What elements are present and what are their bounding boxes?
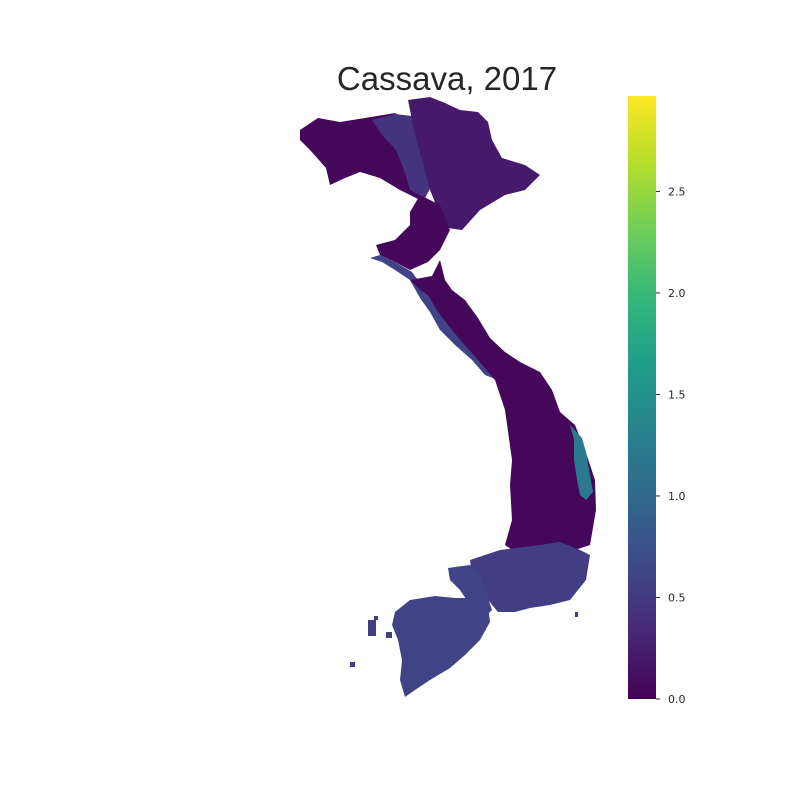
map-region <box>392 596 490 697</box>
map-regions <box>300 97 596 697</box>
colorbar-tick-label: 1.0 <box>668 490 686 503</box>
island-pixel <box>374 616 378 620</box>
colorbar: 0.0 0.5 1.0 1.5 2.0 2.5 <box>628 96 686 706</box>
island-pixel <box>350 662 355 667</box>
colorbar-ticks: 0.0 0.5 1.0 1.5 2.0 2.5 <box>656 185 686 706</box>
map-region <box>410 260 596 555</box>
map-region <box>570 425 593 500</box>
colorbar-tick-label: 2.0 <box>668 287 686 300</box>
map-region <box>376 195 450 270</box>
colorbar-tick-label: 0.5 <box>668 591 686 604</box>
colorbar-tick-label: 2.5 <box>668 185 686 198</box>
colorbar-tick-label: 1.5 <box>668 388 686 401</box>
map-region <box>408 97 540 230</box>
island-pixel <box>368 620 376 636</box>
island-pixel <box>386 632 392 638</box>
map-region <box>470 542 590 612</box>
chart-title: Cassava, 2017 <box>337 60 557 97</box>
colorbar-gradient <box>628 96 656 699</box>
island-pixel <box>575 612 578 617</box>
colorbar-tick-label: 0.0 <box>668 693 686 706</box>
